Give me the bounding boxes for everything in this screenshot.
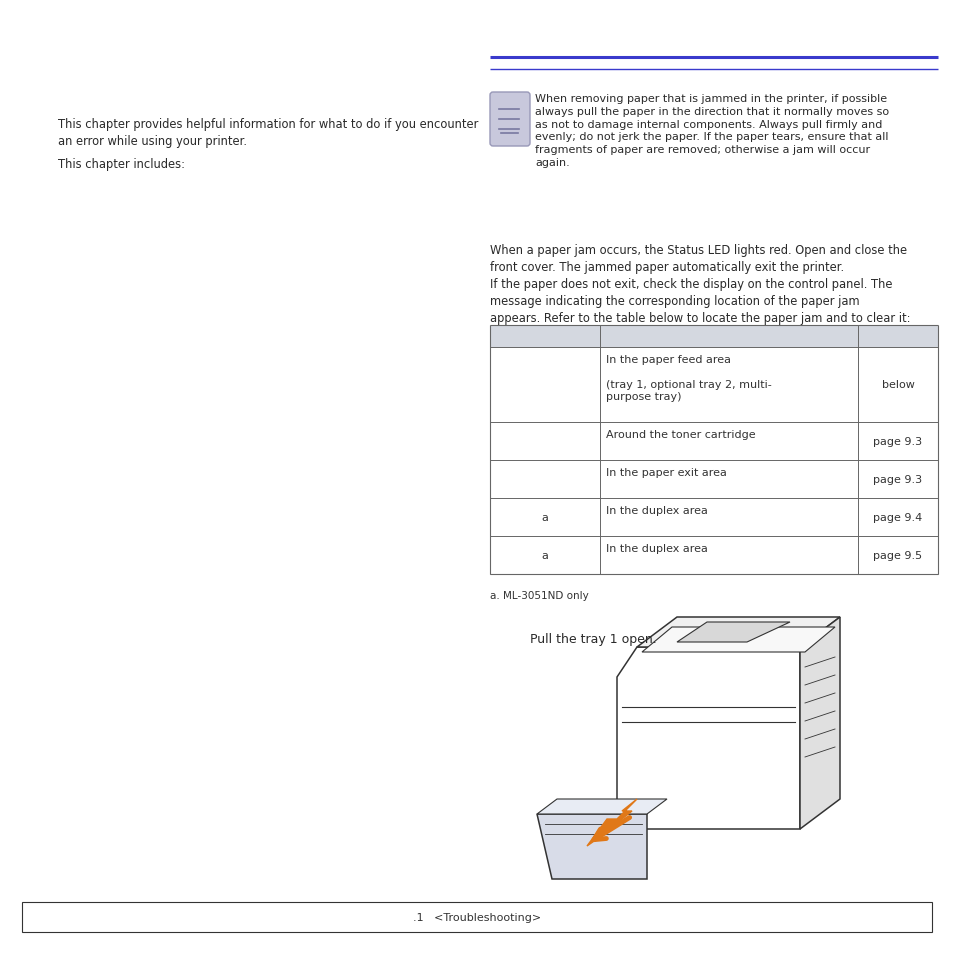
Text: In the duplex area: In the duplex area [605, 543, 707, 554]
Text: a: a [541, 551, 548, 560]
FancyBboxPatch shape [490, 92, 530, 147]
Polygon shape [641, 627, 834, 652]
Text: This chapter provides helpful information for what to do if you encounter
an err: This chapter provides helpful informatio… [58, 118, 477, 148]
Polygon shape [586, 800, 637, 846]
Bar [22, 902, 931, 932]
Polygon shape [677, 622, 789, 642]
Text: below: below [881, 380, 914, 390]
Text: Pull the tray 1 open.: Pull the tray 1 open. [530, 633, 656, 645]
Polygon shape [617, 647, 800, 829]
Text: If the paper does not exit, check the display on the control panel. The
message : If the paper does not exit, check the di… [490, 277, 909, 325]
Text: page 9.3: page 9.3 [873, 475, 922, 484]
Text: In the paper exit area: In the paper exit area [605, 468, 726, 477]
Text: .1   <Troubleshooting>: .1 <Troubleshooting> [413, 912, 540, 923]
Polygon shape [537, 814, 646, 879]
Polygon shape [800, 618, 840, 829]
Text: page 9.5: page 9.5 [873, 551, 922, 560]
Text: When removing paper that is jammed in the printer, if possible
always pull the p: When removing paper that is jammed in th… [535, 94, 888, 168]
Text: In the paper feed area

(tray 1, optional tray 2, multi-
purpose tray): In the paper feed area (tray 1, optional… [605, 355, 771, 402]
Text: page 9.3: page 9.3 [873, 436, 922, 447]
Text: a. ML-3051ND only: a. ML-3051ND only [490, 590, 588, 600]
Text: In the duplex area: In the duplex area [605, 505, 707, 516]
Text: This chapter includes:: This chapter includes: [58, 158, 185, 171]
Bar [490, 326, 937, 348]
Text: When a paper jam occurs, the Status LED lights red. Open and close the
front cov: When a paper jam occurs, the Status LED … [490, 244, 906, 274]
Text: a: a [541, 513, 548, 522]
Polygon shape [637, 618, 840, 647]
Text: Around the toner cartridge: Around the toner cartridge [605, 430, 755, 439]
Polygon shape [537, 800, 666, 814]
Text: page 9.4: page 9.4 [872, 513, 922, 522]
